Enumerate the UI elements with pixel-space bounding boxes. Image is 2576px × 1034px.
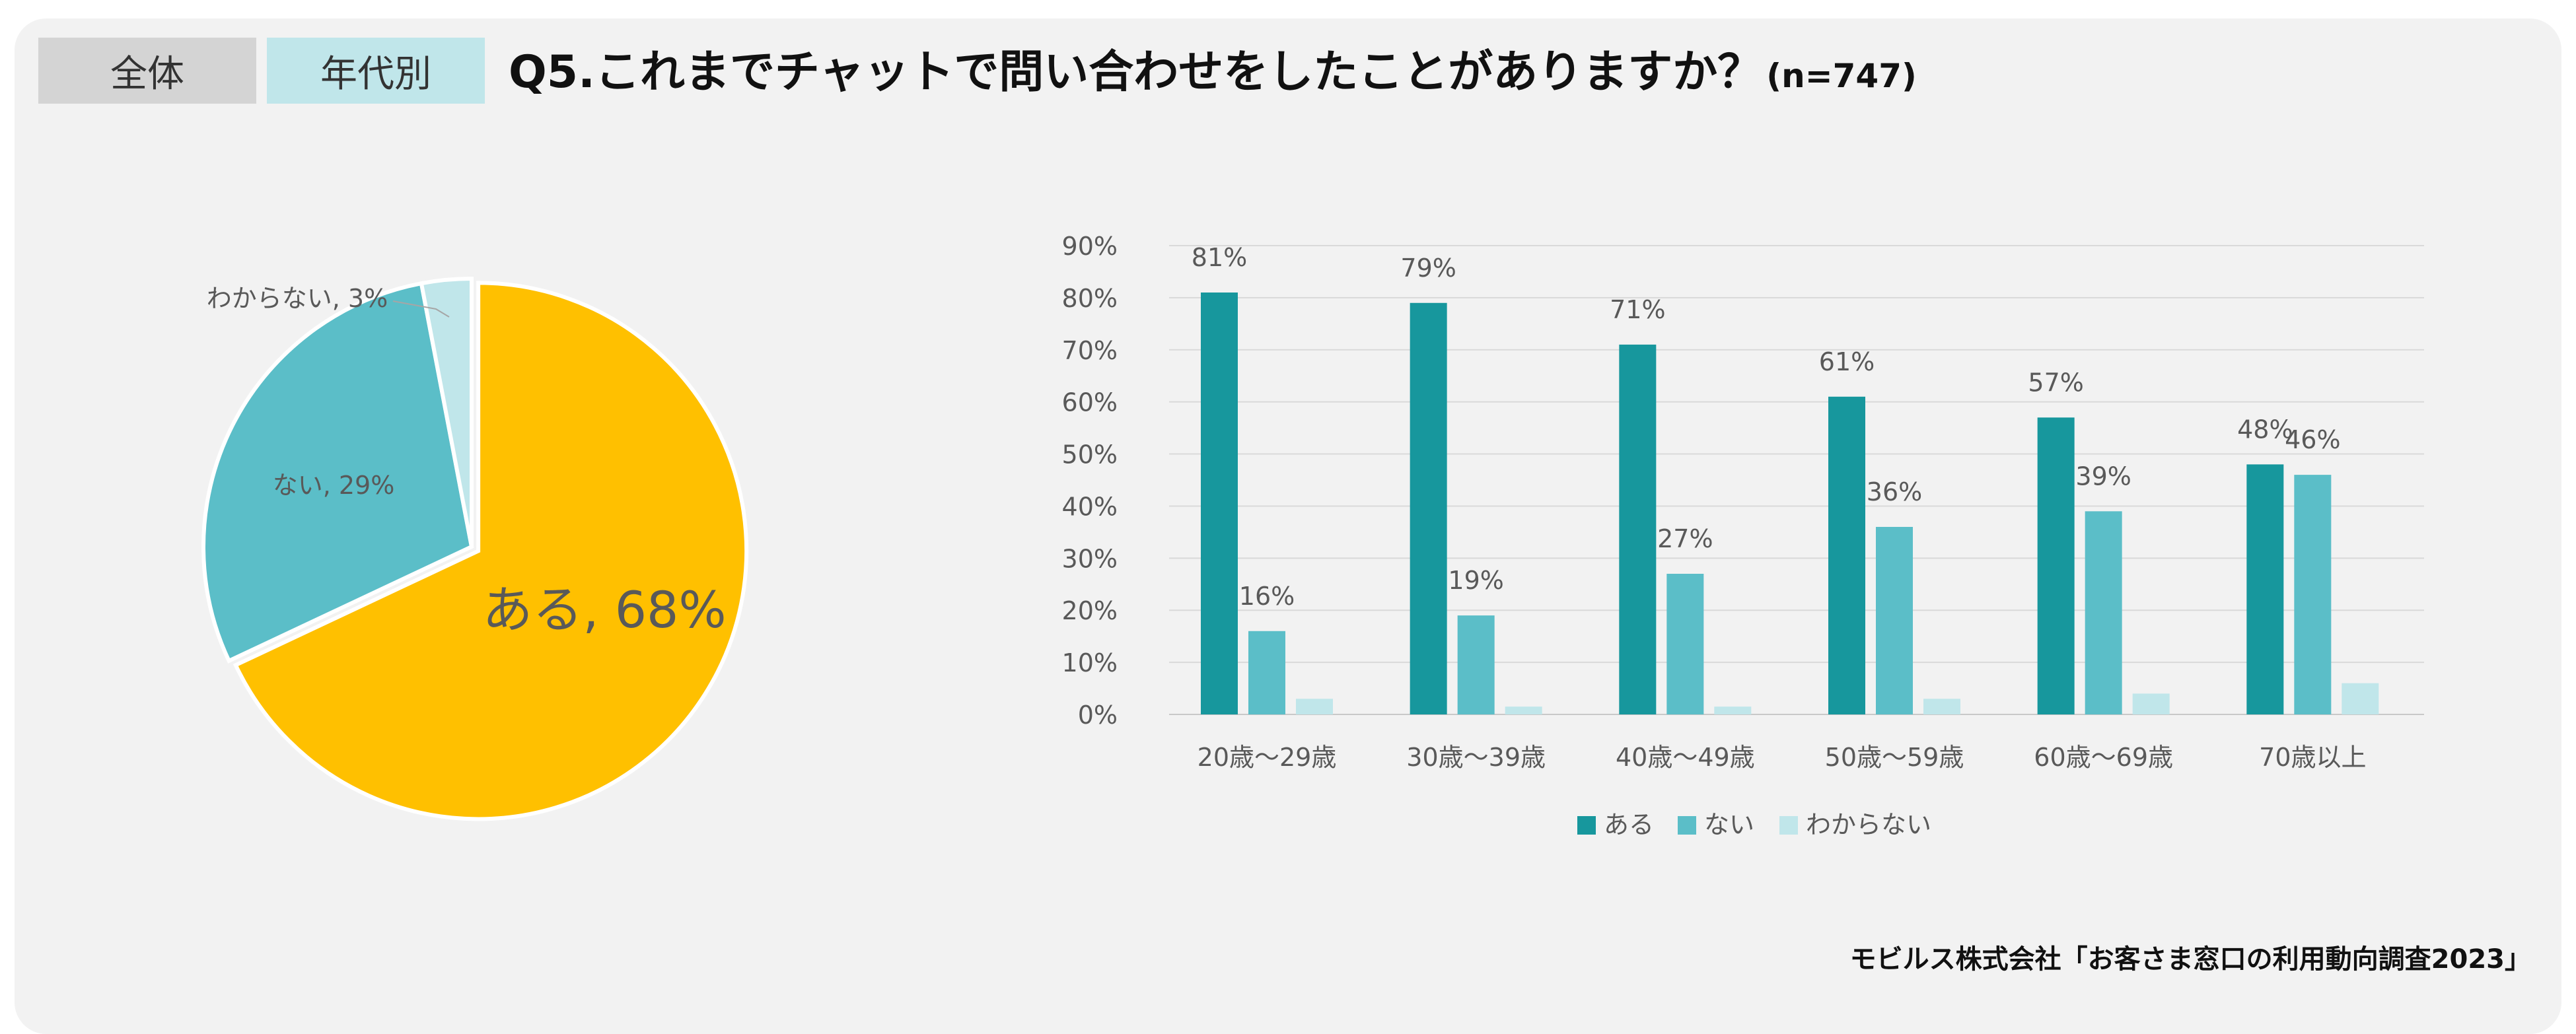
tab-by-age[interactable]: 年代別 (267, 38, 485, 104)
x-tick-label: 20歳～29歳 (1198, 743, 1337, 772)
bar-2-6 (2294, 475, 2332, 714)
pie-label-1: ある, 68% (482, 580, 726, 639)
bar-3-6 (2342, 683, 2379, 714)
bar-2-1 (1248, 631, 1285, 714)
y-tick-label: 70% (1062, 336, 1118, 365)
bar-1-2 (1410, 302, 1447, 714)
bar-1-3 (1619, 344, 1657, 714)
y-tick-label: 60% (1062, 388, 1118, 417)
legend-swatch-3 (1779, 816, 1798, 835)
data-label: 57% (2028, 368, 2083, 397)
legend-swatch-2 (1678, 816, 1696, 835)
x-tick-label: 50歳～59歳 (1825, 743, 1964, 772)
x-tick-label: 40歳～49歳 (1616, 743, 1755, 772)
data-label: 39% (2075, 462, 2131, 491)
data-label: 71% (1610, 295, 1665, 324)
data-label: 61% (1819, 347, 1875, 376)
data-label: 79% (1400, 254, 1456, 283)
x-tick-label: 70歳以上 (2259, 743, 2366, 772)
pie-leader-line (392, 300, 450, 318)
bar-3-2 (1505, 707, 1542, 714)
source-credit: モビルス株式会社「お客さま窓口の利用動向調査2023」 (1849, 944, 2531, 975)
legend-swatch-1 (1577, 816, 1596, 835)
data-label: 81% (1192, 243, 1247, 272)
y-tick-label: 50% (1062, 440, 1118, 469)
bar-1-1 (1201, 293, 1238, 714)
y-tick-label: 90% (1062, 232, 1118, 261)
bar-2-3 (1666, 574, 1704, 714)
data-label: 36% (1867, 477, 1922, 506)
bar-chart: 0% 10% 20% 30% 40% 50% 60% 70% 80% 90% 81% 16% 20歳～2… (1062, 232, 2424, 839)
data-label: 27% (1657, 524, 1713, 553)
bar-1-6 (2246, 464, 2284, 714)
x-tick-label: 30歳～39歳 (1406, 743, 1546, 772)
y-tick-label: 10% (1062, 648, 1118, 677)
bar-2-5 (2085, 511, 2122, 714)
y-tick-label: 40% (1062, 492, 1118, 521)
pie-chart: ある, 68% ない, 29% わからない, 3% (201, 276, 749, 821)
bar-3-1 (1296, 699, 1333, 714)
legend-label-1: ある (1604, 810, 1654, 839)
data-label: 46% (2285, 425, 2340, 454)
legend-label-3: わからない (1806, 810, 1931, 839)
data-label: 48% (2237, 415, 2293, 444)
page-title: Q5.これまでチャットで問い合わせをしたことがありますか？ (n=747) (509, 41, 1917, 104)
y-tick-label: 30% (1062, 544, 1118, 573)
pie-label-3: わからない, 3% (207, 284, 388, 313)
question-text: Q5.これまでチャットで問い合わせをしたことがありますか？ (509, 46, 1763, 98)
data-label: 16% (1239, 582, 1295, 611)
y-tick-label: 20% (1062, 596, 1118, 625)
x-tick-label: 60歳～69歳 (2034, 743, 2173, 772)
pie-slice-1 (233, 281, 749, 821)
bar-1-5 (2037, 417, 2075, 714)
bar-2-4 (1876, 527, 1913, 714)
tab-overall[interactable]: 全体 (38, 38, 256, 104)
pie-slice-3 (419, 276, 474, 547)
bar-3-4 (1923, 699, 1960, 714)
bar-1-4 (1828, 396, 1865, 714)
bar-2-2 (1457, 615, 1495, 714)
pie-slice-2 (201, 281, 474, 664)
y-tick-label: 0% (1078, 701, 1118, 730)
bar-3-5 (2132, 693, 2170, 714)
legend-label-2: ない (1704, 810, 1754, 839)
y-tick-label: 80% (1062, 284, 1118, 313)
bar-3-3 (1714, 707, 1752, 714)
sample-size: (n=747) (1766, 57, 1917, 95)
data-label: 19% (1448, 566, 1503, 595)
pie-label-2: ない, 29% (273, 471, 395, 500)
